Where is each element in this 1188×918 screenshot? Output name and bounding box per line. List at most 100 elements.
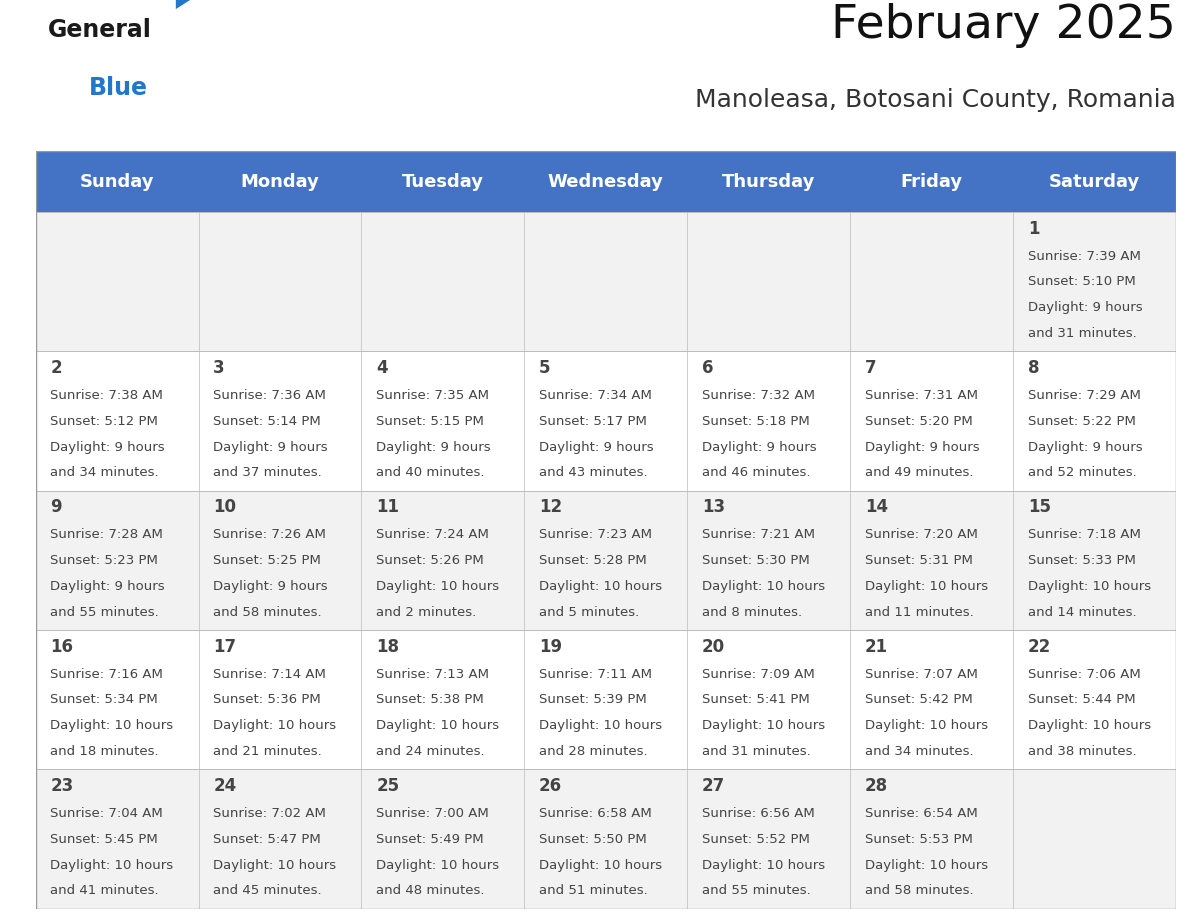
Text: Sunday: Sunday: [80, 173, 154, 191]
Text: Daylight: 10 hours: Daylight: 10 hours: [213, 858, 336, 871]
Text: Sunset: 5:49 PM: Sunset: 5:49 PM: [377, 833, 484, 845]
Text: Sunrise: 7:24 AM: Sunrise: 7:24 AM: [377, 528, 489, 542]
Text: 22: 22: [1028, 638, 1051, 655]
Text: Daylight: 9 hours: Daylight: 9 hours: [213, 441, 328, 453]
Text: Sunset: 5:34 PM: Sunset: 5:34 PM: [50, 693, 158, 707]
Text: 23: 23: [50, 777, 74, 795]
Text: Sunrise: 7:21 AM: Sunrise: 7:21 AM: [702, 528, 815, 542]
Text: 7: 7: [865, 359, 877, 377]
Text: Sunset: 5:23 PM: Sunset: 5:23 PM: [50, 554, 158, 567]
Text: Sunset: 5:47 PM: Sunset: 5:47 PM: [213, 833, 321, 845]
Text: Daylight: 9 hours: Daylight: 9 hours: [1028, 441, 1143, 453]
Text: 1: 1: [1028, 219, 1040, 238]
Text: Sunset: 5:41 PM: Sunset: 5:41 PM: [702, 693, 810, 707]
Text: Sunset: 5:50 PM: Sunset: 5:50 PM: [539, 833, 646, 845]
Text: and 55 minutes.: and 55 minutes.: [702, 884, 810, 897]
Text: Sunrise: 6:58 AM: Sunrise: 6:58 AM: [539, 807, 652, 820]
Text: and 14 minutes.: and 14 minutes.: [1028, 606, 1137, 619]
Text: Daylight: 10 hours: Daylight: 10 hours: [702, 719, 826, 733]
Text: Sunrise: 7:38 AM: Sunrise: 7:38 AM: [50, 389, 163, 402]
Text: 14: 14: [865, 498, 889, 516]
Text: Daylight: 9 hours: Daylight: 9 hours: [50, 580, 165, 593]
Text: Sunrise: 7:39 AM: Sunrise: 7:39 AM: [1028, 250, 1140, 263]
Text: and 31 minutes.: and 31 minutes.: [1028, 327, 1137, 340]
Text: Sunset: 5:18 PM: Sunset: 5:18 PM: [702, 415, 810, 428]
Text: 9: 9: [50, 498, 62, 516]
Text: and 2 minutes.: and 2 minutes.: [377, 606, 476, 619]
Text: Sunrise: 7:36 AM: Sunrise: 7:36 AM: [213, 389, 326, 402]
Text: Daylight: 10 hours: Daylight: 10 hours: [539, 580, 662, 593]
Text: Daylight: 9 hours: Daylight: 9 hours: [539, 441, 653, 453]
Text: Sunrise: 7:20 AM: Sunrise: 7:20 AM: [865, 528, 978, 542]
Text: Daylight: 10 hours: Daylight: 10 hours: [865, 858, 988, 871]
Text: 11: 11: [377, 498, 399, 516]
Text: Sunset: 5:15 PM: Sunset: 5:15 PM: [377, 415, 484, 428]
Text: Sunset: 5:14 PM: Sunset: 5:14 PM: [213, 415, 321, 428]
Text: Sunset: 5:33 PM: Sunset: 5:33 PM: [1028, 554, 1136, 567]
Text: and 28 minutes.: and 28 minutes.: [539, 745, 647, 758]
Text: Daylight: 10 hours: Daylight: 10 hours: [865, 580, 988, 593]
Text: Daylight: 10 hours: Daylight: 10 hours: [865, 719, 988, 733]
Text: Sunrise: 6:56 AM: Sunrise: 6:56 AM: [702, 807, 815, 820]
Text: 6: 6: [702, 359, 714, 377]
Text: 18: 18: [377, 638, 399, 655]
Text: Friday: Friday: [901, 173, 962, 191]
Text: Sunrise: 7:00 AM: Sunrise: 7:00 AM: [377, 807, 489, 820]
Text: Daylight: 10 hours: Daylight: 10 hours: [539, 858, 662, 871]
Text: and 58 minutes.: and 58 minutes.: [865, 884, 973, 897]
Text: Daylight: 10 hours: Daylight: 10 hours: [50, 719, 173, 733]
Text: Daylight: 9 hours: Daylight: 9 hours: [377, 441, 491, 453]
Text: Daylight: 9 hours: Daylight: 9 hours: [702, 441, 816, 453]
Text: Daylight: 9 hours: Daylight: 9 hours: [213, 580, 328, 593]
Text: 28: 28: [865, 777, 889, 795]
Text: Sunrise: 7:31 AM: Sunrise: 7:31 AM: [865, 389, 978, 402]
Text: Sunset: 5:44 PM: Sunset: 5:44 PM: [1028, 693, 1136, 707]
Text: and 49 minutes.: and 49 minutes.: [865, 466, 973, 479]
Text: Saturday: Saturday: [1049, 173, 1140, 191]
Text: Monday: Monday: [241, 173, 320, 191]
Text: Daylight: 9 hours: Daylight: 9 hours: [1028, 301, 1143, 314]
Text: General: General: [48, 18, 151, 42]
Text: and 41 minutes.: and 41 minutes.: [50, 884, 159, 897]
Text: Sunset: 5:10 PM: Sunset: 5:10 PM: [1028, 275, 1136, 288]
Text: Sunrise: 7:16 AM: Sunrise: 7:16 AM: [50, 667, 163, 680]
Text: Sunrise: 7:09 AM: Sunrise: 7:09 AM: [702, 667, 815, 680]
Text: and 40 minutes.: and 40 minutes.: [377, 466, 485, 479]
Text: Blue: Blue: [89, 76, 148, 100]
Text: 2: 2: [50, 359, 62, 377]
Text: 20: 20: [702, 638, 725, 655]
Text: and 34 minutes.: and 34 minutes.: [50, 466, 159, 479]
Text: 27: 27: [702, 777, 725, 795]
Text: Sunrise: 7:13 AM: Sunrise: 7:13 AM: [377, 667, 489, 680]
Text: Daylight: 10 hours: Daylight: 10 hours: [539, 719, 662, 733]
Text: 3: 3: [213, 359, 225, 377]
Text: and 58 minutes.: and 58 minutes.: [213, 606, 322, 619]
Text: Sunset: 5:28 PM: Sunset: 5:28 PM: [539, 554, 646, 567]
Text: Sunset: 5:53 PM: Sunset: 5:53 PM: [865, 833, 973, 845]
Text: February 2025: February 2025: [832, 3, 1176, 48]
Text: Sunrise: 7:35 AM: Sunrise: 7:35 AM: [377, 389, 489, 402]
Text: and 31 minutes.: and 31 minutes.: [702, 745, 810, 758]
Text: Sunset: 5:38 PM: Sunset: 5:38 PM: [377, 693, 484, 707]
Text: and 55 minutes.: and 55 minutes.: [50, 606, 159, 619]
Text: Sunrise: 7:32 AM: Sunrise: 7:32 AM: [702, 389, 815, 402]
Text: and 48 minutes.: and 48 minutes.: [377, 884, 485, 897]
Text: Sunrise: 7:02 AM: Sunrise: 7:02 AM: [213, 807, 326, 820]
Text: 8: 8: [1028, 359, 1040, 377]
Text: Daylight: 9 hours: Daylight: 9 hours: [865, 441, 980, 453]
Bar: [36, 151, 1176, 212]
Text: Thursday: Thursday: [722, 173, 815, 191]
Text: Daylight: 10 hours: Daylight: 10 hours: [213, 719, 336, 733]
Bar: [36, 352, 1176, 491]
Text: 24: 24: [213, 777, 236, 795]
Text: Daylight: 10 hours: Daylight: 10 hours: [702, 580, 826, 593]
Text: and 18 minutes.: and 18 minutes.: [50, 745, 159, 758]
Text: and 37 minutes.: and 37 minutes.: [213, 466, 322, 479]
Text: and 46 minutes.: and 46 minutes.: [702, 466, 810, 479]
Text: Daylight: 10 hours: Daylight: 10 hours: [50, 858, 173, 871]
Text: 21: 21: [865, 638, 889, 655]
Bar: [36, 769, 1176, 909]
Text: Sunrise: 7:23 AM: Sunrise: 7:23 AM: [539, 528, 652, 542]
Text: Sunset: 5:17 PM: Sunset: 5:17 PM: [539, 415, 647, 428]
Text: Daylight: 10 hours: Daylight: 10 hours: [377, 580, 499, 593]
